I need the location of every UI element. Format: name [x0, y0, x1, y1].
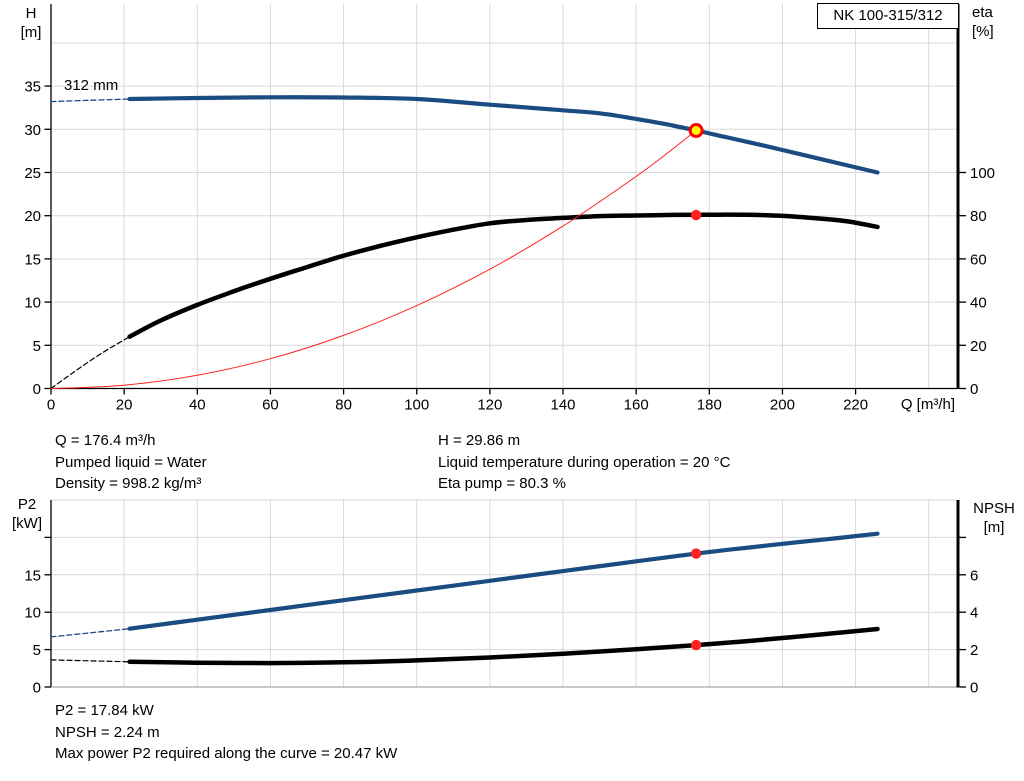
pump-model-badge: NK 100-315/312 — [817, 3, 959, 29]
efficiency-curve-dashed — [50, 336, 131, 390]
x-axis-tick-label: 100 — [404, 397, 429, 414]
left-axis-tick-label: 25 — [24, 165, 41, 182]
info-line-density: Density = 998.2 kg/m³ — [55, 475, 202, 493]
left-axis-tick-label: 30 — [24, 122, 41, 139]
x-axis-tick-label: 40 — [189, 397, 206, 414]
duty-info-right-column: H = 29.86 m Liquid temperature during op… — [438, 430, 730, 495]
x-axis-tick-label: 120 — [477, 397, 502, 414]
left-axis-tick-label: 10 — [24, 295, 41, 312]
x-axis-tick-label: 180 — [697, 397, 722, 414]
x-axis-tick-label: 0 — [47, 397, 55, 414]
y-axis-left-title: P2 — [18, 496, 36, 513]
head-curve — [127, 95, 880, 175]
left-axis-tick-label: 10 — [24, 605, 41, 622]
x-axis-tick-label: 80 — [335, 397, 352, 414]
right-axis-tick-label: 40 — [970, 295, 987, 312]
head-curve-dashed — [50, 98, 131, 103]
right-axis-tick-label: 2 — [970, 642, 978, 659]
npsh-point — [690, 639, 702, 651]
x-axis-tick-label: 60 — [262, 397, 279, 414]
left-axis-tick-label: 5 — [33, 338, 41, 355]
right-axis-tick-label: 6 — [970, 567, 978, 584]
x-axis-tick-label: 200 — [770, 397, 795, 414]
info-line-liquid: Pumped liquid = Water — [55, 453, 207, 471]
power-info-column: P2 = 17.84 kW NPSH = 2.24 m Max power P2… — [55, 700, 397, 765]
y-axis-right-unit: [m] — [984, 519, 1005, 536]
y-axis-left-title: H — [26, 5, 37, 22]
right-axis-tick-label: 60 — [970, 251, 987, 268]
info-line-head: H = 29.86 m — [438, 432, 521, 449]
x-axis-tick-label: 160 — [624, 397, 649, 414]
info-line-max-power: Max power P2 required along the curve = … — [55, 745, 398, 763]
left-axis-tick-label: 35 — [24, 79, 41, 96]
duty-point[interactable] — [688, 122, 704, 138]
left-axis-tick-label: 15 — [24, 567, 41, 584]
info-line-p2: P2 = 17.84 kW — [55, 702, 154, 719]
right-axis-tick-label: 4 — [970, 605, 978, 622]
info-line-flow: Q = 176.4 m³/h — [55, 432, 156, 449]
y-axis-right-title: eta — [972, 4, 994, 21]
right-axis-tick-label: 0 — [970, 381, 978, 398]
right-axis-tick-label: 80 — [970, 208, 987, 225]
left-axis-tick-label: 20 — [24, 208, 41, 225]
x-axis-tick-label: 220 — [843, 397, 868, 414]
npsh-curve-dashed — [50, 659, 131, 663]
right-axis-tick-label: 100 — [970, 165, 995, 182]
impeller-diameter-label: 312 mm — [64, 77, 119, 94]
system-curve — [50, 130, 697, 389]
duty-info-left-column: Q = 176.4 m³/h Pumped liquid = Water Den… — [55, 430, 207, 495]
x-axis-title: Q [m³/h] — [901, 396, 955, 413]
x-axis-tick-label: 20 — [116, 397, 133, 414]
info-line-eta: Eta pump = 80.3 % — [438, 475, 566, 493]
efficiency-point — [690, 209, 702, 221]
info-line-npsh: NPSH = 2.24 m — [55, 723, 160, 741]
p2-curve — [127, 531, 880, 631]
left-axis-tick-label: 5 — [33, 642, 41, 659]
left-axis-tick-label: 0 — [33, 381, 41, 398]
p2-curve-dashed — [50, 628, 131, 638]
y-axis-left-unit: [kW] — [12, 515, 42, 532]
y-axis-right-unit: [%] — [972, 23, 994, 40]
right-axis-tick-label: 0 — [970, 680, 978, 697]
y-axis-right-title: NPSH — [973, 500, 1015, 517]
left-axis-tick-label: 0 — [33, 680, 41, 697]
efficiency-curve — [127, 212, 880, 339]
p2-point — [690, 548, 702, 559]
left-axis-tick-label: 15 — [24, 251, 41, 268]
npsh-curve — [127, 626, 880, 666]
right-axis-tick-label: 20 — [970, 338, 987, 355]
x-axis-tick-label: 140 — [551, 397, 576, 414]
info-line-temperature: Liquid temperature during operation = 20… — [438, 453, 731, 471]
y-axis-left-unit: [m] — [21, 24, 42, 41]
